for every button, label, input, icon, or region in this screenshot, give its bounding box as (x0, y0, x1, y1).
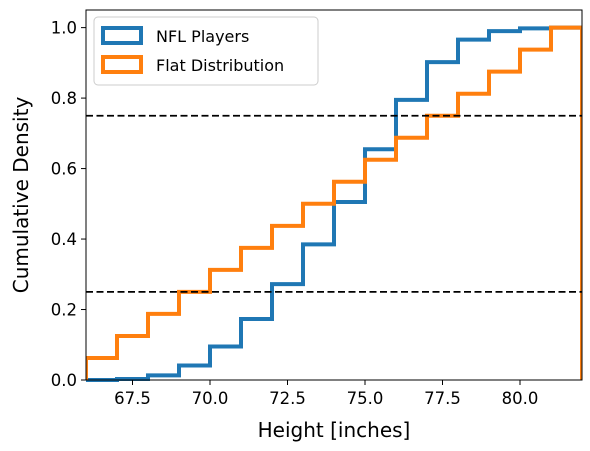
legend-label-0: NFL Players (156, 27, 249, 46)
legend: NFL Players Flat Distribution (93, 16, 319, 86)
axes: 67.5 70.0 72.5 75.0 77.5 80.0 0.0 0.2 0.4 0.6 0.8 1… (51, 9, 583, 408)
x-tick-label-2: 72.5 (269, 389, 306, 408)
x-tick-label-1: 70.0 (192, 389, 229, 408)
y-tick-label-1: 0.2 (51, 301, 77, 320)
y-tick-label-2: 0.4 (51, 230, 77, 249)
y-axis-label: Cumulative Density (9, 97, 33, 294)
x-tick-label-5: 80.0 (502, 389, 539, 408)
y-tick-label-5: 1.0 (51, 19, 77, 38)
plot-frame (85, 9, 583, 381)
y-tick-label-0: 0.0 (51, 371, 77, 390)
y-tick-label-4: 0.8 (51, 89, 77, 108)
plot-area (86, 25, 582, 382)
x-tick-label-0: 67.5 (114, 389, 151, 408)
series-line-1 (86, 25, 582, 380)
x-tick-label-4: 77.5 (424, 389, 461, 408)
legend-swatch-0 (101, 26, 143, 45)
legend-label-1: Flat Distribution (156, 56, 284, 75)
legend-box (93, 16, 319, 86)
legend-swatch-1 (101, 55, 143, 74)
y-tick-label-3: 0.6 (51, 160, 77, 179)
x-tick-label-3: 75.0 (347, 389, 384, 408)
x-axis-label: Height [inches] (258, 418, 411, 442)
